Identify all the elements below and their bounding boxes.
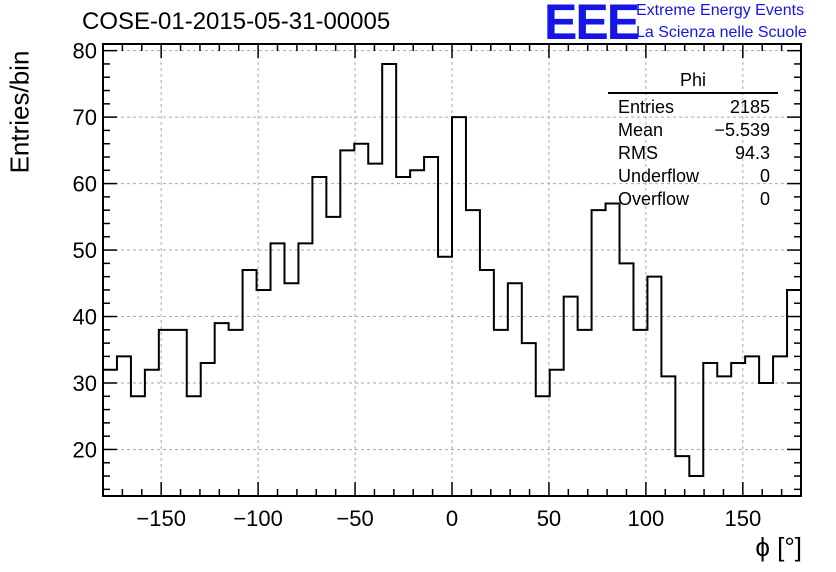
y-tick-label: 50	[73, 238, 97, 263]
stats-value: 0	[759, 189, 770, 209]
histogram-outline	[103, 62, 801, 478]
chart-title: COSE-01-2015-05-31-00005	[82, 8, 391, 35]
x-tick-label: −50	[336, 506, 373, 531]
y-tick-label: 60	[73, 172, 97, 197]
x-tick-label: 100	[628, 506, 665, 531]
stats-label: RMS	[618, 143, 658, 163]
eee-logo: EEE	[544, 0, 640, 50]
stats-label: Mean	[618, 120, 664, 140]
x-tick-label: −100	[233, 506, 283, 531]
tick-labels: −150 −100 −50 0 50 100 150 20 30 40 50 60 70 80	[73, 39, 762, 531]
y-tick-label: 30	[73, 371, 97, 396]
axis-ticks	[102, 44, 802, 496]
stats-label: Overflow	[618, 189, 690, 209]
x-axis-label: ϕ [°]	[755, 532, 802, 562]
y-tick-label: 20	[73, 437, 97, 462]
stats-value: 0	[759, 166, 770, 186]
y-tick-label: 40	[73, 305, 97, 330]
x-tick-label: 50	[537, 506, 561, 531]
y-tick-label: 70	[73, 105, 97, 130]
y-tick-label: 80	[73, 39, 97, 64]
stats-row-entries: Entries 2185	[608, 96, 778, 119]
stats-label: Entries	[618, 97, 675, 117]
stats-box: Phi Entries 2185 Mean −5.539 RMS 94.3 Un…	[608, 70, 778, 211]
stats-row-underflow: Underflow 0	[608, 165, 778, 188]
x-tick-label: −150	[136, 506, 186, 531]
stats-row-overflow: Overflow 0	[608, 188, 778, 211]
stats-title: Phi	[608, 70, 778, 94]
y-axis-label: Entries/bin	[4, 50, 35, 174]
stats-value: 94.3	[734, 143, 770, 163]
stats-row-mean: Mean −5.539	[608, 119, 778, 142]
stats-row-rms: RMS 94.3	[608, 142, 778, 165]
x-tick-label: 150	[724, 506, 761, 531]
logo-tagline-2: La Scienza nelle Scuole	[636, 24, 807, 41]
stats-value: 2185	[729, 97, 770, 117]
stats-label: Underflow	[618, 166, 700, 186]
x-tick-label: 0	[446, 506, 458, 531]
stats-value: −5.539	[714, 120, 770, 140]
logo-tagline-1: Extreme Energy Events	[636, 2, 805, 19]
